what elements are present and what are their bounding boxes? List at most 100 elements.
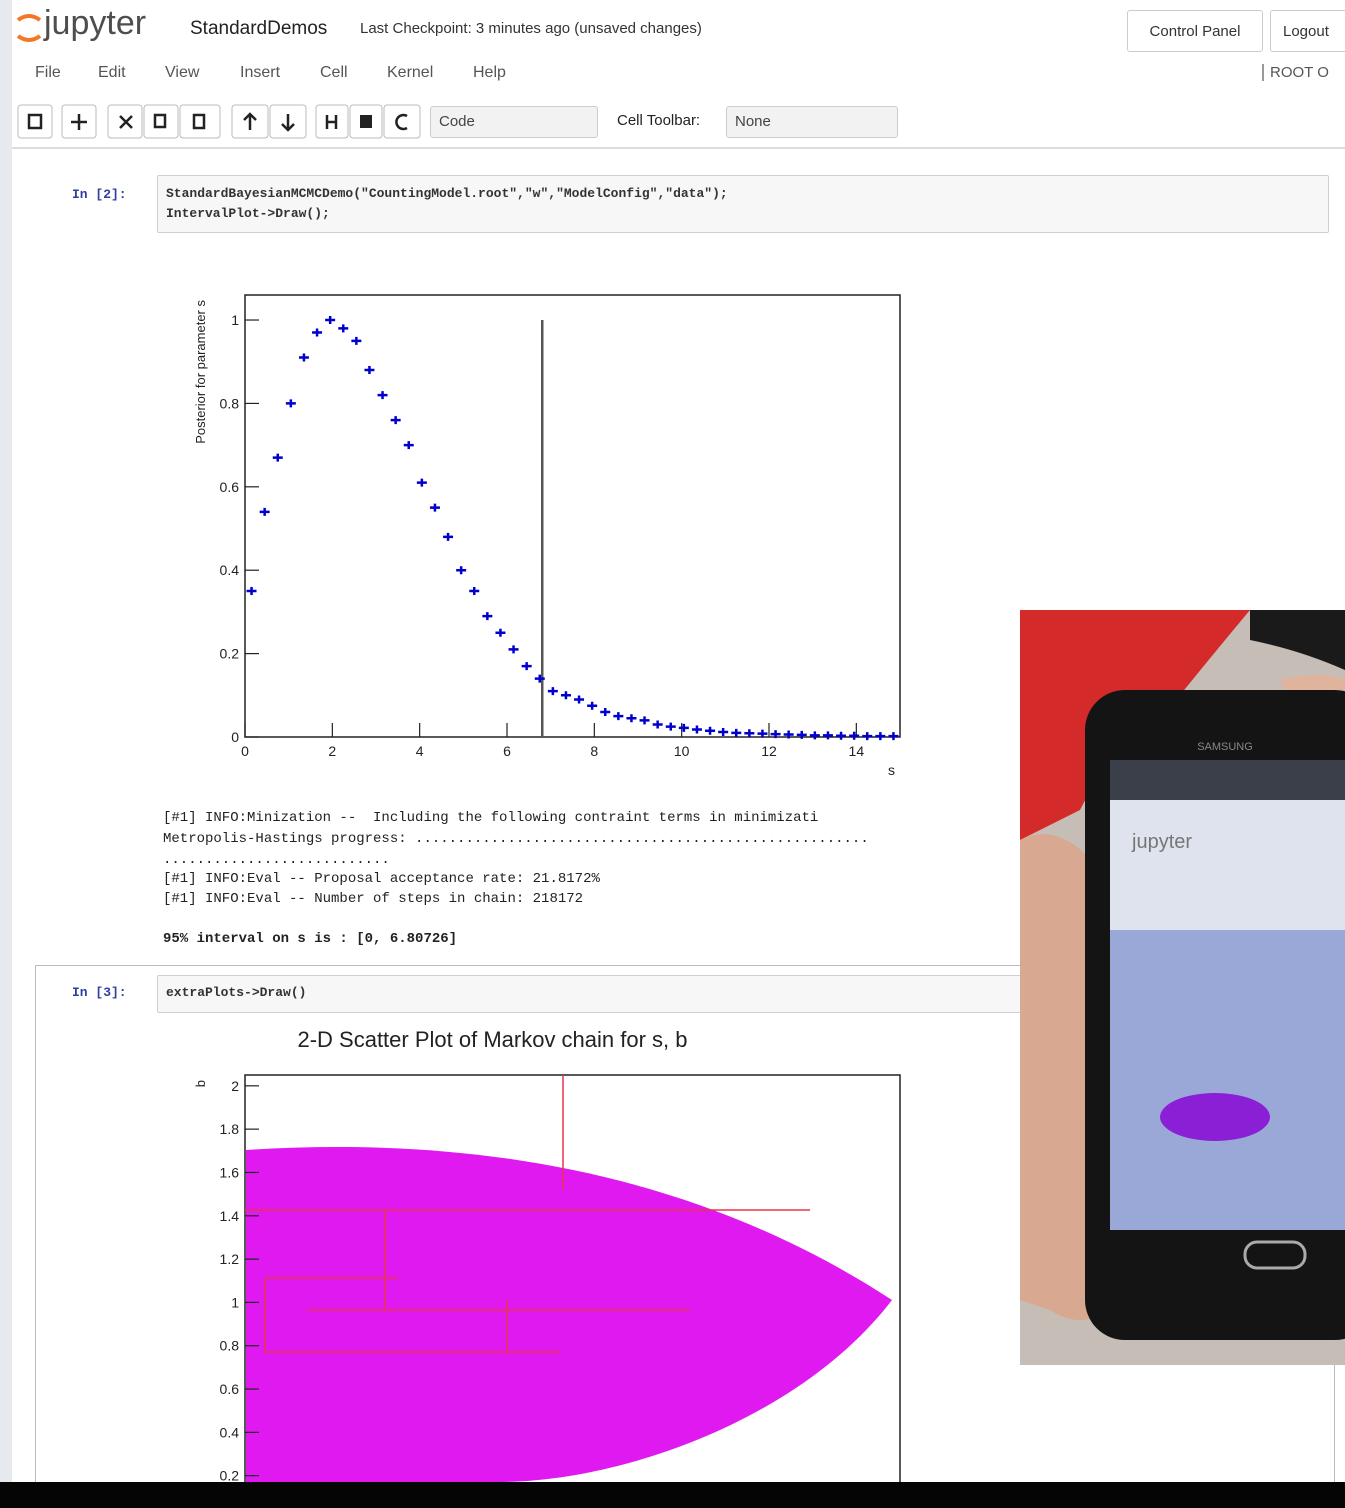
- phone-screen-logo: jupyter: [1131, 831, 1192, 853]
- y-tick-label: 1: [231, 1294, 239, 1310]
- y-tick-label: 0.8: [220, 1338, 240, 1354]
- data-point: [665, 722, 676, 731]
- data-point: [678, 723, 689, 732]
- x-axis-label: s: [888, 762, 895, 778]
- data-point: [574, 695, 585, 704]
- x-tick-label: 10: [674, 743, 690, 759]
- x-tick-label: 2: [328, 743, 336, 759]
- cell-toolbar-label: Cell Toolbar:: [617, 112, 701, 129]
- data-point: [298, 353, 309, 362]
- plot-frame: [244, 1074, 901, 1508]
- logout-button[interactable]: Logout: [1270, 10, 1345, 52]
- log-line: [#1] INFO:Eval -- Number of steps in cha…: [163, 891, 584, 907]
- data-point: [259, 507, 270, 516]
- menu-cell[interactable]: Cell: [320, 64, 348, 81]
- data-point: [783, 730, 794, 739]
- data-point: [626, 714, 637, 723]
- menu-help[interactable]: Help: [473, 64, 506, 81]
- log-line: [#1] INFO:Minization -- Including the fo…: [163, 810, 819, 826]
- photo: SAMSUNG jupyter: [1020, 610, 1345, 1365]
- data-point: [351, 336, 362, 345]
- toolbar-border: [12, 147, 1345, 149]
- data-point: [809, 731, 820, 740]
- data-point: [875, 732, 886, 741]
- y-tick-label: 1: [231, 312, 239, 328]
- data-point: [639, 716, 650, 725]
- data-point: [705, 726, 716, 735]
- notebook-name[interactable]: StandardDemos: [190, 18, 328, 39]
- data-point: [836, 731, 847, 740]
- data-point: [587, 701, 598, 710]
- data-point: [338, 324, 349, 333]
- y-tick-label: 2: [231, 1078, 239, 1094]
- data-point: [691, 725, 702, 734]
- logo: jupyter: [44, 4, 147, 42]
- code-line: IntervalPlot->Draw();: [166, 206, 330, 221]
- data-point: [796, 730, 807, 739]
- y-tick-label: 0.8: [220, 395, 240, 411]
- menu-file[interactable]: File: [35, 64, 61, 81]
- data-point: [429, 503, 440, 512]
- data-point: [731, 728, 742, 737]
- menu-kernel[interactable]: Kernel: [387, 64, 434, 81]
- code-line: StandardBayesianMCMCDemo("CountingModel.…: [166, 186, 728, 201]
- data-point: [600, 707, 611, 716]
- x-tick-label: 8: [590, 743, 598, 759]
- y-tick-label: 0.2: [220, 1468, 240, 1484]
- data-point: [744, 729, 755, 738]
- data-point: [508, 645, 519, 654]
- y-tick-label: 1.4: [220, 1208, 240, 1224]
- photo-inset: SAMSUNG jupyter: [1020, 610, 1345, 1365]
- logo-icon: [16, 14, 42, 42]
- y-tick-label: 0.6: [220, 1381, 240, 1397]
- menu-edit[interactable]: Edit: [98, 64, 126, 81]
- plot-overlay: [245, 1075, 810, 1353]
- cell-input[interactable]: [157, 175, 1329, 233]
- data-point: [770, 730, 781, 739]
- kernel-indicator: ROOT O: [1262, 64, 1329, 81]
- log-line: ...........................: [163, 852, 390, 868]
- data-point: [849, 731, 860, 740]
- checkpoint: Last Checkpoint: 3 minutes ago (unsaved …: [360, 20, 702, 37]
- toolbar-buttons[interactable]: [14, 102, 424, 142]
- data-point: [534, 674, 545, 683]
- data-point: [377, 391, 388, 400]
- y-tick-label: 0.2: [220, 646, 240, 662]
- data-point: [495, 628, 506, 637]
- cell-prompt: In [2]:: [72, 187, 127, 202]
- y-tick-label: 0: [231, 729, 239, 745]
- data-point: [560, 691, 571, 700]
- data-point: [246, 587, 257, 596]
- y-tick-label: 0.4: [220, 1424, 240, 1440]
- plot-frame: [244, 294, 901, 738]
- data-point: [403, 441, 414, 450]
- x-tick-label: 0: [241, 743, 249, 759]
- cell-prompt: In [3]:: [72, 985, 127, 1000]
- data-point: [547, 687, 558, 696]
- data-point: [757, 729, 768, 738]
- x-tick-label: 12: [761, 743, 777, 759]
- cell-type-select[interactable]: Code: [430, 106, 598, 138]
- scatter-cloud: [246, 1147, 892, 1482]
- data-point: [443, 532, 454, 541]
- data-point: [456, 566, 467, 575]
- data-point: [416, 478, 427, 487]
- y-axis-label: Posterior for parameter s: [193, 300, 208, 444]
- data-point: [521, 662, 532, 671]
- y-tick-label: 0.6: [220, 479, 240, 495]
- log-line: [#1] INFO:Eval -- Proposal acceptance ra…: [163, 871, 600, 887]
- result-line: 95% interval on s is : [0, 6.80726]: [163, 931, 458, 947]
- cell-toolbar-select[interactable]: None: [726, 106, 898, 138]
- data-point: [718, 727, 729, 736]
- control-panel-button[interactable]: Control Panel: [1127, 10, 1263, 52]
- data-point: [325, 316, 336, 325]
- menu-insert[interactable]: Insert: [240, 64, 281, 81]
- plot-title: 2-D Scatter Plot of Markov chain for s, …: [297, 1027, 687, 1052]
- x-tick-label: 14: [849, 743, 865, 759]
- x-tick-label: 6: [503, 743, 511, 759]
- y-tick-label: 1.2: [220, 1251, 240, 1267]
- bottom-bar: [0, 1482, 1345, 1508]
- menu-view[interactable]: View: [165, 64, 200, 81]
